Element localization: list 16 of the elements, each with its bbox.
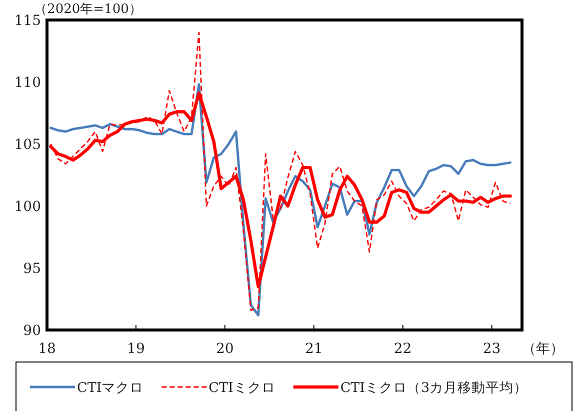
xtick: 19 (127, 341, 145, 357)
legend-label: CTIミクロ（3カ月移動平均） (340, 380, 528, 396)
ytick: 115 (14, 13, 41, 29)
ytick: 105 (14, 137, 41, 153)
xtick: 18 (38, 341, 56, 357)
ytick: 95 (23, 261, 41, 277)
legend-label: CTIミクロ (208, 380, 276, 396)
xlabel: （年） (522, 341, 564, 357)
ytick: 90 (23, 323, 41, 339)
xtick: 20 (216, 341, 234, 357)
ytick: 110 (14, 75, 41, 91)
xtick: 23 (482, 341, 501, 357)
ytick: 100 (14, 199, 41, 215)
xtick: 21 (304, 341, 323, 357)
legend-label: CTIマクロ (77, 380, 144, 396)
xtick: 22 (394, 341, 412, 357)
